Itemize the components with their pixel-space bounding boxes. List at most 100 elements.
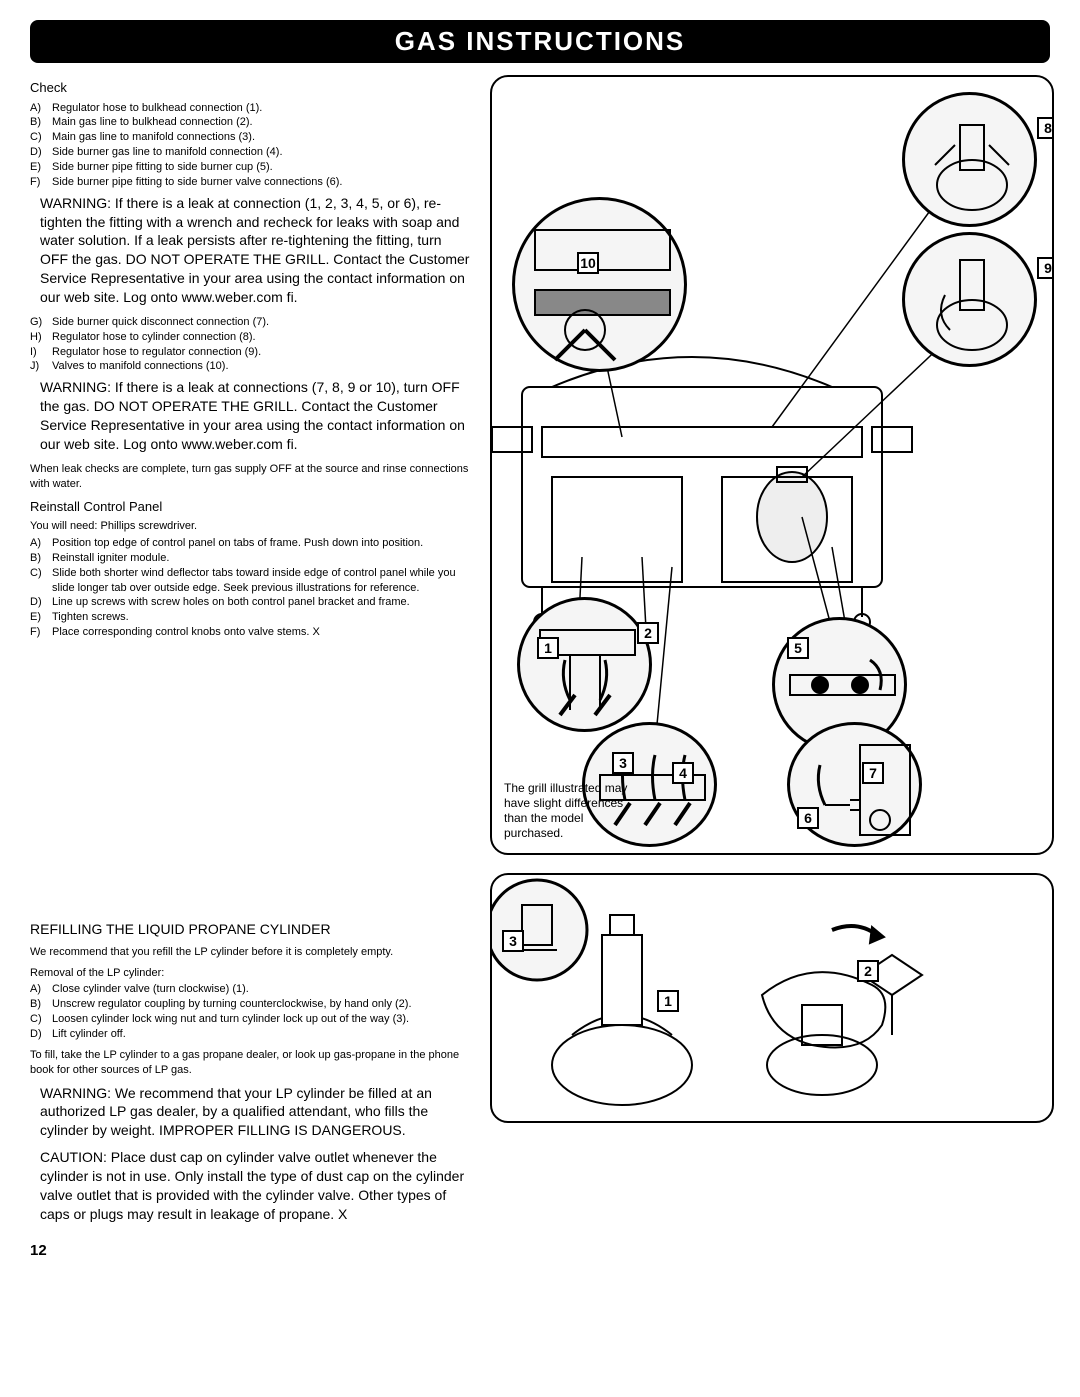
- list-text: Lift cylinder off.: [52, 1027, 126, 1042]
- list-text: Line up screws with screw holes on both …: [52, 595, 410, 610]
- list-letter: F): [30, 625, 52, 640]
- detail-1-2-icon: [520, 600, 655, 735]
- callout-9: 9: [1037, 257, 1054, 279]
- list-letter: A): [30, 101, 52, 116]
- check-list-1: A)Regulator hose to bulkhead connection …: [30, 101, 470, 190]
- content-columns: Check A)Regulator hose to bulkhead conne…: [30, 75, 1050, 1232]
- list-item: C)Main gas line to manifold connections …: [30, 130, 470, 145]
- list-item: B)Reinstall igniter module.: [30, 551, 470, 566]
- list-item: C)Slide both shorter wind deflector tabs…: [30, 566, 470, 596]
- list-item: I)Regulator hose to regulator connection…: [30, 345, 470, 360]
- list-item: B)Main gas line to bulkhead connection (…: [30, 115, 470, 130]
- list-letter: B): [30, 551, 52, 566]
- warning-2: WARNING: If there is a leak at connectio…: [40, 378, 470, 454]
- list-text: Main gas line to manifold connections (3…: [52, 130, 255, 145]
- list-text: Main gas line to bulkhead connection (2)…: [52, 115, 253, 130]
- list-text: Place corresponding control knobs onto v…: [52, 625, 320, 640]
- callout-5: 5: [787, 637, 809, 659]
- list-letter: D): [30, 595, 52, 610]
- callout-1: 1: [657, 990, 679, 1012]
- list-item: A)Position top edge of control panel on …: [30, 536, 470, 551]
- callout-2: 2: [637, 622, 659, 644]
- list-text: Regulator hose to regulator connection (…: [52, 345, 261, 360]
- refill-warning: WARNING: We recommend that your LP cylin…: [40, 1084, 470, 1141]
- list-text: Valves to manifold connections (10).: [52, 359, 229, 374]
- list-item: F)Place corresponding control knobs onto…: [30, 625, 470, 640]
- refill-intro: We recommend that you refill the LP cyli…: [30, 945, 470, 960]
- removal-heading: Removal of the LP cylinder:: [30, 966, 470, 981]
- list-item: D)Lift cylinder off.: [30, 1027, 470, 1042]
- list-text: Tighten screws.: [52, 610, 129, 625]
- detail-8-icon: [905, 95, 1040, 230]
- text-column: Check A)Regulator hose to bulkhead conne…: [30, 75, 470, 1232]
- list-item: J)Valves to manifold connections (10).: [30, 359, 470, 374]
- list-text: Regulator hose to bulkhead connection (1…: [52, 101, 262, 116]
- check-after-note: When leak checks are complete, turn gas …: [30, 462, 470, 492]
- callout-3: 3: [502, 930, 524, 952]
- list-item: D)Side burner gas line to manifold conne…: [30, 145, 470, 160]
- callout-8: 8: [1037, 117, 1054, 139]
- list-letter: C): [30, 566, 52, 596]
- figure-1-caption: The grill illustrated may have slight di…: [504, 781, 644, 841]
- figure-1: The grill illustrated may have slight di…: [490, 75, 1054, 855]
- cylinder-diagram: [492, 875, 1052, 1123]
- list-text: Unscrew regulator coupling by turning co…: [52, 997, 412, 1012]
- list-letter: D): [30, 145, 52, 160]
- refill-heading: REFILLING THE LIQUID PROPANE CYLINDER: [30, 920, 470, 939]
- list-letter: B): [30, 997, 52, 1012]
- list-item: C)Loosen cylinder lock wing nut and turn…: [30, 1012, 470, 1027]
- callout-4: 4: [672, 762, 694, 784]
- refill-list: A)Close cylinder valve (turn clockwise) …: [30, 982, 470, 1041]
- list-text: Close cylinder valve (turn clockwise) (1…: [52, 982, 249, 997]
- refill-caution: CAUTION: Place dust cap on cylinder valv…: [40, 1148, 470, 1224]
- list-letter: F): [30, 175, 52, 190]
- section-banner: GAS INSTRUCTIONS: [30, 20, 1050, 63]
- figure-2: 3 1 2: [490, 873, 1054, 1123]
- list-item: E)Side burner pipe fitting to side burne…: [30, 160, 470, 175]
- list-text: Reinstall igniter module.: [52, 551, 169, 566]
- list-letter: B): [30, 115, 52, 130]
- list-text: Loosen cylinder lock wing nut and turn c…: [52, 1012, 409, 1027]
- detail-10-icon: [515, 200, 690, 375]
- list-item: F)Side burner pipe fitting to side burne…: [30, 175, 470, 190]
- detail-1-2: [517, 597, 652, 732]
- list-letter: C): [30, 130, 52, 145]
- list-letter: D): [30, 1027, 52, 1042]
- list-text: Position top edge of control panel on ta…: [52, 536, 423, 551]
- list-text: Slide both shorter wind deflector tabs t…: [52, 566, 470, 596]
- callout-3: 3: [612, 752, 634, 774]
- list-text: Side burner pipe fitting to side burner …: [52, 175, 342, 190]
- list-item: D)Line up screws with screw holes on bot…: [30, 595, 470, 610]
- list-text: Side burner pipe fitting to side burner …: [52, 160, 273, 175]
- reinstall-need: You will need: Phillips screwdriver.: [30, 519, 470, 534]
- list-text: Side burner quick disconnect connection …: [52, 315, 269, 330]
- list-item: A)Regulator hose to bulkhead connection …: [30, 101, 470, 116]
- list-text: Regulator hose to cylinder connection (8…: [52, 330, 256, 345]
- detail-10: [512, 197, 687, 372]
- figure-column: The grill illustrated may have slight di…: [490, 75, 1054, 1232]
- callout-10: 10: [577, 252, 599, 274]
- list-item: B)Unscrew regulator coupling by turning …: [30, 997, 470, 1012]
- list-item: E)Tighten screws.: [30, 610, 470, 625]
- check-list-2: G)Side burner quick disconnect connectio…: [30, 315, 470, 374]
- detail-8: [902, 92, 1037, 227]
- detail-9-icon: [905, 235, 1040, 370]
- list-letter: E): [30, 610, 52, 625]
- page-number: 12: [30, 1242, 1050, 1259]
- fill-note: To fill, take the LP cylinder to a gas p…: [30, 1048, 470, 1078]
- callout-6: 6: [797, 807, 819, 829]
- list-letter: A): [30, 536, 52, 551]
- detail-9: [902, 232, 1037, 367]
- list-letter: I): [30, 345, 52, 360]
- list-letter: H): [30, 330, 52, 345]
- check-heading: Check: [30, 79, 470, 97]
- detail-6-7-icon: [790, 725, 925, 850]
- reinstall-list: A)Position top edge of control panel on …: [30, 536, 470, 640]
- callout-7: 7: [862, 762, 884, 784]
- callout-2: 2: [857, 960, 879, 982]
- list-item: G)Side burner quick disconnect connectio…: [30, 315, 470, 330]
- list-letter: A): [30, 982, 52, 997]
- list-item: H)Regulator hose to cylinder connection …: [30, 330, 470, 345]
- list-letter: J): [30, 359, 52, 374]
- reinstall-heading: Reinstall Control Panel: [30, 498, 470, 516]
